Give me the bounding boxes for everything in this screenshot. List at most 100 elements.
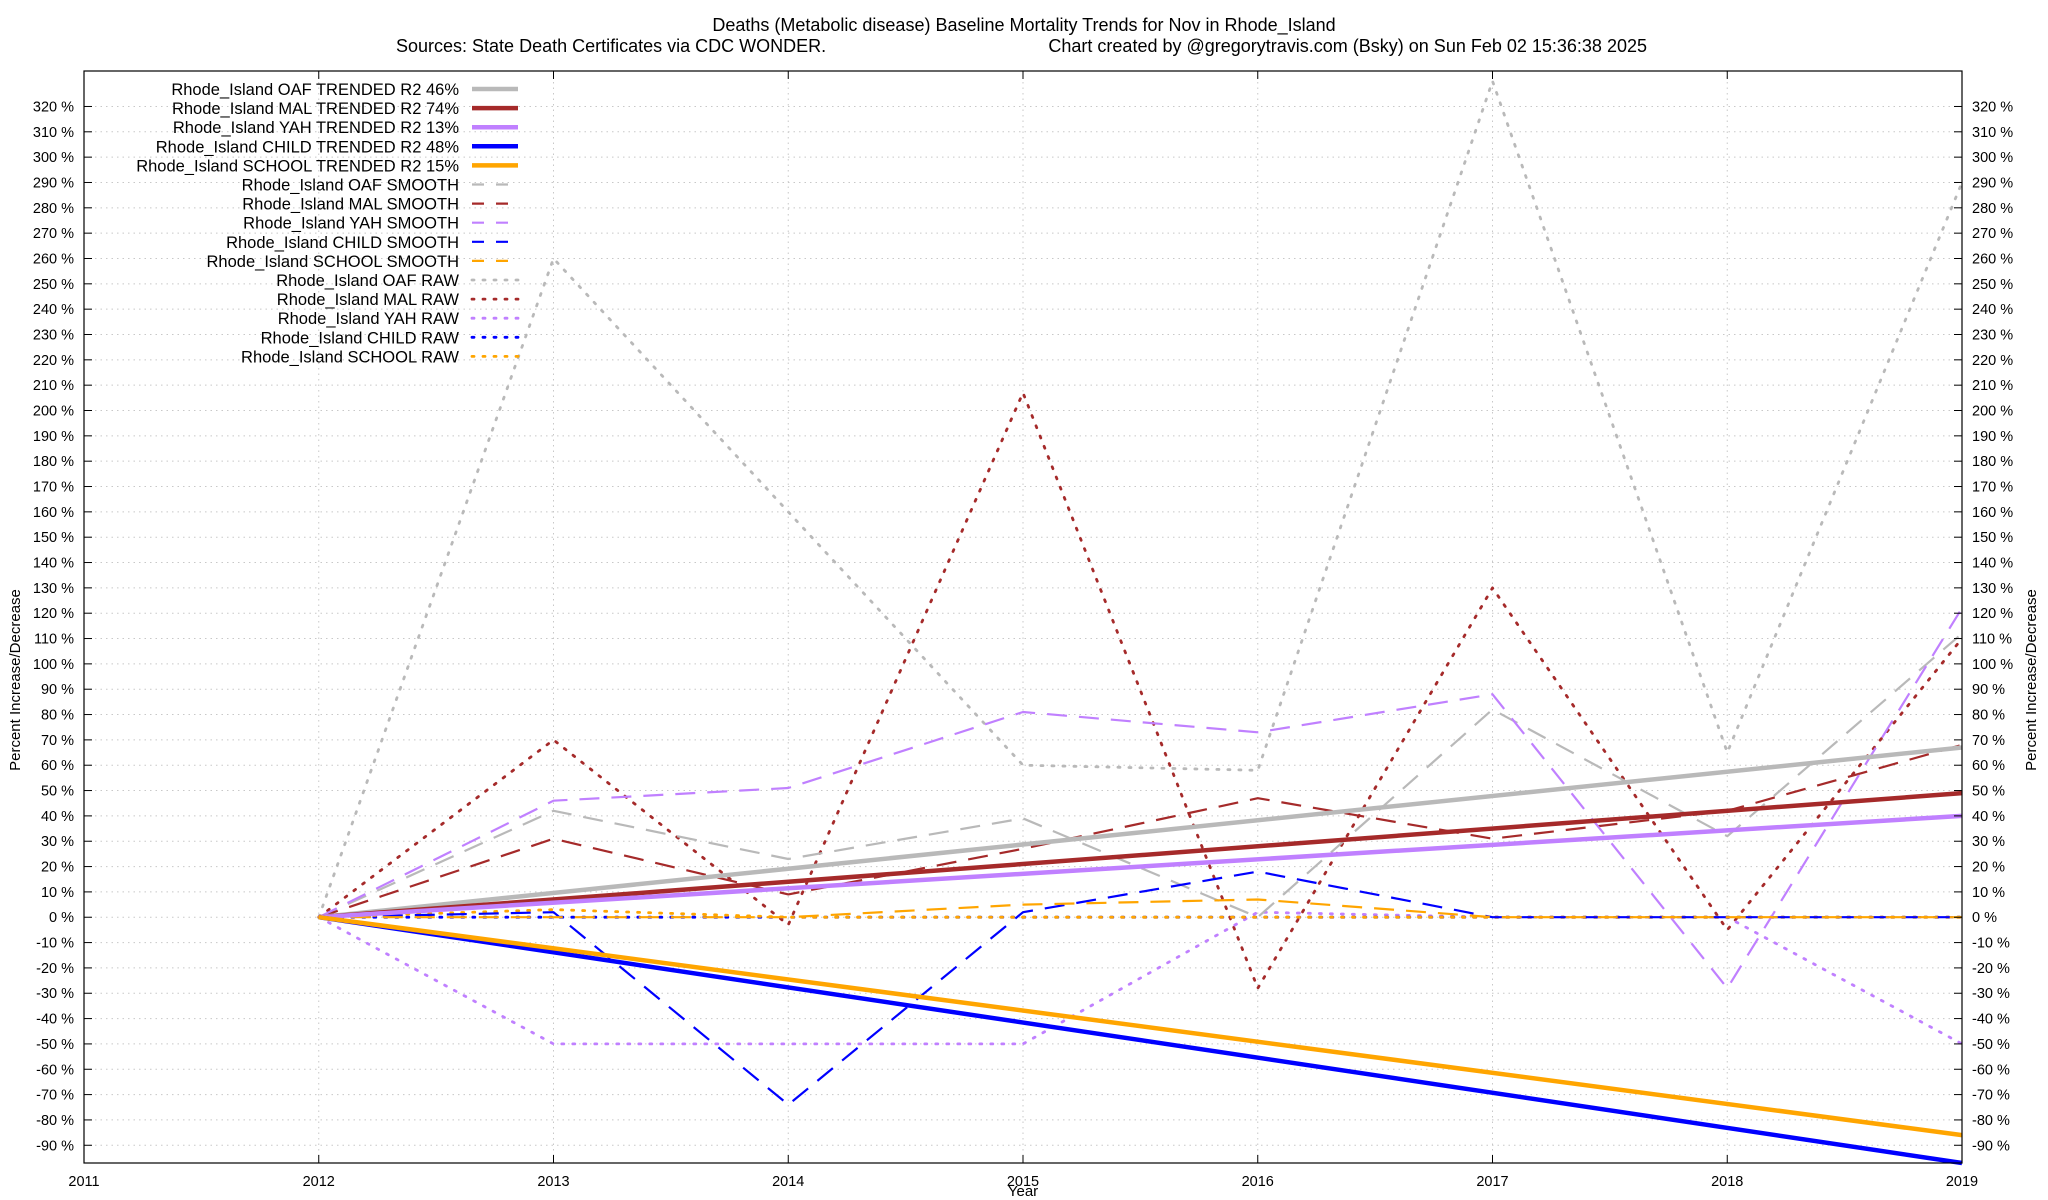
y-tick-label: 80 % bbox=[41, 708, 74, 724]
y-tick-label: 230 % bbox=[33, 327, 74, 343]
y-tick-label-right: 130 % bbox=[1972, 581, 2013, 597]
y-tick-label: 200 % bbox=[33, 404, 74, 420]
y-tick-label: 90 % bbox=[41, 682, 74, 698]
y-tick-label: -80 % bbox=[36, 1113, 74, 1129]
legend-label: Rhode_Island SCHOOL SMOOTH bbox=[207, 253, 459, 271]
y-tick-label-right: -70 % bbox=[1972, 1088, 2010, 1104]
y-tick-label: 50 % bbox=[41, 784, 74, 800]
series-line bbox=[317, 910, 1964, 1046]
y-tick-label-right: 30 % bbox=[1972, 834, 2005, 850]
y-tick-label-right: 310 % bbox=[1972, 125, 2013, 141]
series-line bbox=[317, 391, 1964, 990]
y-tick-label-right: -40 % bbox=[1972, 1012, 2010, 1028]
x-tick-label: 2016 bbox=[1242, 1174, 1274, 1190]
y-tick-label-right: -30 % bbox=[1972, 986, 2010, 1002]
y-tick-label: 120 % bbox=[33, 606, 74, 622]
chart-title: Deaths (Metabolic disease) Baseline Mort… bbox=[712, 15, 1335, 36]
y-tick-label-right: 230 % bbox=[1972, 327, 2013, 343]
y-tick-label: -70 % bbox=[36, 1088, 74, 1104]
y-tick-label: 280 % bbox=[33, 201, 74, 217]
chart-subtitle-credit: Chart created by @gregorytravis.com (Bsk… bbox=[1048, 36, 1647, 56]
x-axis-title: Year bbox=[1008, 1183, 1038, 1200]
y-tick-label-right: 160 % bbox=[1972, 505, 2013, 521]
plot-series bbox=[317, 79, 1964, 1166]
y-tick-label-right: -10 % bbox=[1972, 936, 2010, 952]
series-line bbox=[318, 870, 1962, 1106]
y-tick-label-right: -60 % bbox=[1972, 1062, 2010, 1078]
y-tick-label: 180 % bbox=[33, 454, 74, 470]
y-tick-label-right: 210 % bbox=[1972, 378, 2013, 394]
legend-label: Rhode_Island MAL SMOOTH bbox=[242, 196, 459, 214]
y-tick-label: 270 % bbox=[33, 226, 74, 242]
y-tick-label-right: 250 % bbox=[1972, 277, 2013, 293]
y-tick-label-right: 100 % bbox=[1972, 657, 2013, 673]
x-tick-label: 2015 bbox=[1007, 1174, 1039, 1190]
legend-label: Rhode_Island OAF SMOOTH bbox=[242, 177, 459, 195]
y-tick-label-right: 40 % bbox=[1972, 809, 2005, 825]
legend-label: Rhode_Island CHILD TRENDED R2 48% bbox=[156, 138, 460, 156]
y-tick-label: 320 % bbox=[33, 99, 74, 115]
y-tick-label-right: 70 % bbox=[1972, 733, 2005, 749]
series-line bbox=[318, 790, 1963, 920]
y-tick-label: 210 % bbox=[33, 378, 74, 394]
axis-ticks: -90 % -90 % -80 % -80 % -70 % -70 % -60 % -60 %… bbox=[33, 71, 2013, 1190]
y-tick-label-right: 170 % bbox=[1972, 480, 2013, 496]
y-tick-label: 0 % bbox=[49, 910, 74, 926]
y-tick-label: 40 % bbox=[41, 809, 74, 825]
y-tick-label: 170 % bbox=[33, 480, 74, 496]
y-tick-label: 20 % bbox=[41, 860, 74, 876]
y-tick-label-right: 120 % bbox=[1972, 606, 2013, 622]
y-tick-label-right: 20 % bbox=[1972, 860, 2005, 876]
y-tick-label-right: -20 % bbox=[1972, 961, 2010, 977]
y-tick-label: 130 % bbox=[33, 581, 74, 597]
y-tick-label: 70 % bbox=[41, 733, 74, 749]
y-tick-label-right: 260 % bbox=[1972, 251, 2013, 267]
series-line bbox=[318, 607, 1963, 990]
y-tick-label-right: 220 % bbox=[1972, 353, 2013, 369]
y-tick-label-right: 50 % bbox=[1972, 784, 2005, 800]
y-tick-label-right: 200 % bbox=[1972, 404, 2013, 420]
y-tick-label: -60 % bbox=[36, 1062, 74, 1078]
x-tick-label: 2011 bbox=[68, 1174, 99, 1190]
x-tick-label: 2013 bbox=[537, 1174, 569, 1190]
y-tick-label-right: 290 % bbox=[1972, 175, 2013, 191]
y-tick-label-right: 300 % bbox=[1972, 150, 2013, 166]
y-tick-label: -50 % bbox=[36, 1037, 74, 1053]
legend-label: Rhode_Island MAL RAW bbox=[277, 291, 460, 309]
series-line bbox=[318, 743, 1963, 919]
y-tick-label: -20 % bbox=[36, 961, 74, 977]
y-tick-label: -90 % bbox=[36, 1138, 74, 1154]
legend: Rhode_Island OAF TRENDED R2 46%Rhode_Isl… bbox=[136, 81, 520, 366]
y-tick-label: -30 % bbox=[36, 986, 74, 1002]
y-tick-label: -40 % bbox=[36, 1012, 74, 1028]
y-tick-label: 10 % bbox=[41, 885, 74, 901]
series-line bbox=[318, 632, 1963, 919]
y-tick-label-right: -90 % bbox=[1972, 1138, 2010, 1154]
x-tick-label: 2017 bbox=[1476, 1174, 1508, 1190]
y-tick-label: 140 % bbox=[33, 556, 74, 572]
y-tick-label: 30 % bbox=[41, 834, 74, 850]
chart-subtitle-source: Sources: State Death Certificates via CD… bbox=[396, 36, 826, 56]
y-tick-label-right: 10 % bbox=[1972, 885, 2005, 901]
x-tick-label: 2012 bbox=[303, 1174, 335, 1190]
y-axis-title-left: Percent Increase/Decrease bbox=[7, 589, 24, 771]
y-tick-label-right: 0 % bbox=[1972, 910, 1997, 926]
y-tick-label: 290 % bbox=[33, 175, 74, 191]
y-tick-label-right: -50 % bbox=[1972, 1037, 2010, 1053]
y-tick-label-right: 320 % bbox=[1972, 99, 2013, 115]
y-tick-label: 190 % bbox=[33, 429, 74, 445]
series-line bbox=[318, 745, 1963, 920]
y-tick-label-right: 60 % bbox=[1972, 758, 2005, 774]
y-tick-label: 260 % bbox=[33, 251, 74, 267]
y-tick-label: 300 % bbox=[33, 150, 74, 166]
legend-label: Rhode_Island YAH SMOOTH bbox=[243, 215, 459, 233]
y-tick-label: 100 % bbox=[33, 657, 74, 673]
series-line bbox=[317, 908, 1964, 919]
y-tick-label: 150 % bbox=[33, 530, 74, 546]
y-tick-label: 240 % bbox=[33, 302, 74, 318]
y-tick-label-right: 110 % bbox=[1972, 632, 2012, 648]
y-tick-label-right: 90 % bbox=[1972, 682, 2005, 698]
series-line bbox=[317, 79, 1964, 919]
legend-label: Rhode_Island MAL TRENDED R2 74% bbox=[172, 100, 459, 118]
